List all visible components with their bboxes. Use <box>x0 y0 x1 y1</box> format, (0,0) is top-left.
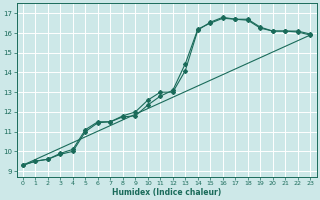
X-axis label: Humidex (Indice chaleur): Humidex (Indice chaleur) <box>112 188 221 197</box>
